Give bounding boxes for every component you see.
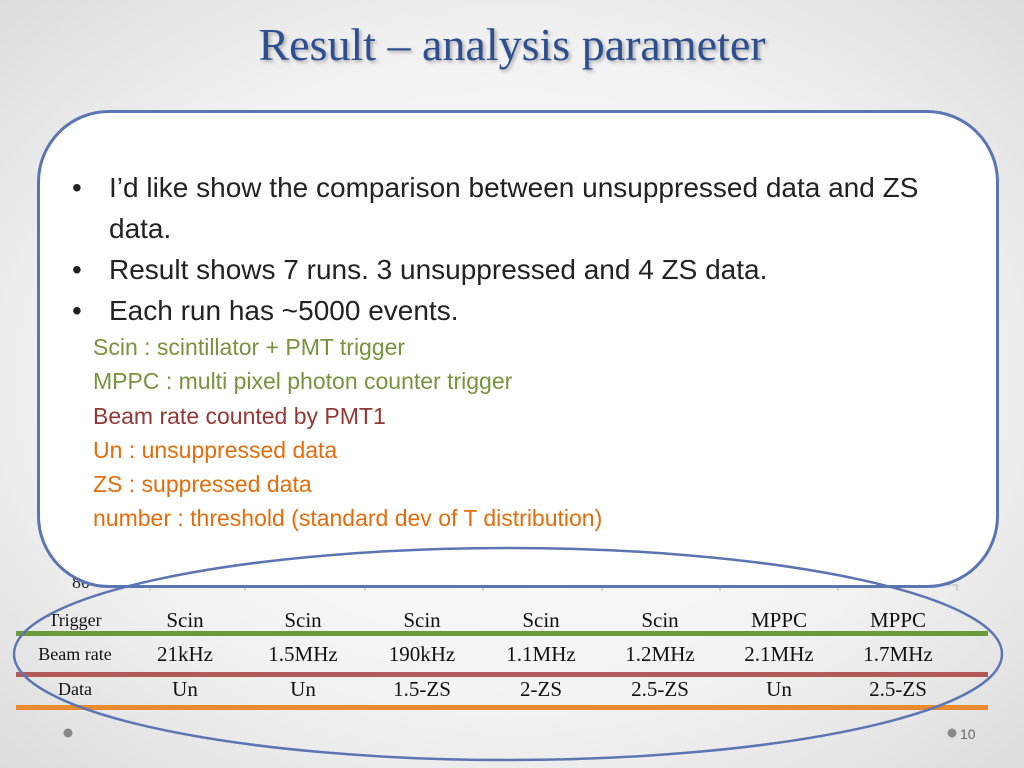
table-cell: Un — [290, 677, 316, 701]
page-number: 10 — [960, 726, 976, 742]
row-line — [16, 631, 988, 636]
table-cell: 1.7MHz — [863, 642, 933, 666]
row-label: Beam rate — [38, 644, 112, 664]
dot — [63, 728, 73, 738]
table-cell: Scin — [284, 608, 322, 632]
row-line — [16, 672, 988, 677]
note: Scin : scintillator + PMT trigger — [93, 334, 406, 360]
table-cell: Scin — [522, 608, 560, 632]
table-cell: 1.2MHz — [625, 642, 695, 666]
note: ZS : suppressed data — [93, 471, 312, 498]
table-cell: 2.5-ZS — [631, 677, 689, 701]
table-cell: MPPC — [869, 608, 927, 632]
table-cell: 1.1MHz — [506, 642, 576, 666]
slide-title: Result – analysis parameter — [258, 19, 766, 70]
table-cell: 1.5MHz — [268, 642, 338, 666]
table-cell: Un — [766, 677, 792, 701]
bullet-list: I’d like show the comparison between uns… — [72, 167, 972, 331]
note: Beam rate counted by PMT1 — [93, 402, 386, 429]
bullet: I’d like show the comparison between uns… — [72, 167, 972, 249]
table-cell: MPPC — [750, 608, 808, 632]
table-cell: 2.1MHz — [744, 642, 814, 666]
table-cell: 190kHz — [388, 642, 456, 666]
table-cell: 21kHz — [157, 642, 213, 666]
note: number : threshold (standard dev of T di… — [93, 505, 603, 532]
dot — [947, 728, 957, 738]
row-line — [16, 705, 988, 710]
highlight-ellipse — [12, 546, 1004, 762]
table-cell: Scin — [403, 608, 441, 632]
row-label: Trigger — [48, 610, 102, 630]
table-cell: Un — [172, 677, 198, 701]
table-cell: 2-ZS — [520, 677, 562, 701]
notes: Scin : scintillator + PMT trigger MPPC : … — [93, 330, 602, 536]
table-cell: 1.5-ZS — [393, 677, 451, 701]
table-cell: Scin — [166, 608, 204, 632]
table-cell: 2.5-ZS — [869, 677, 927, 701]
note: Un : unsuppressed data — [93, 436, 338, 463]
bullet: Result shows 7 runs. 3 unsuppressed and … — [72, 249, 972, 290]
row-label: Data — [58, 679, 92, 699]
bullet: Each run has ~5000 events. — [72, 290, 972, 331]
note: MPPC : multi pixel photon counter trigge… — [93, 368, 513, 395]
table-cell: Scin — [641, 608, 679, 632]
